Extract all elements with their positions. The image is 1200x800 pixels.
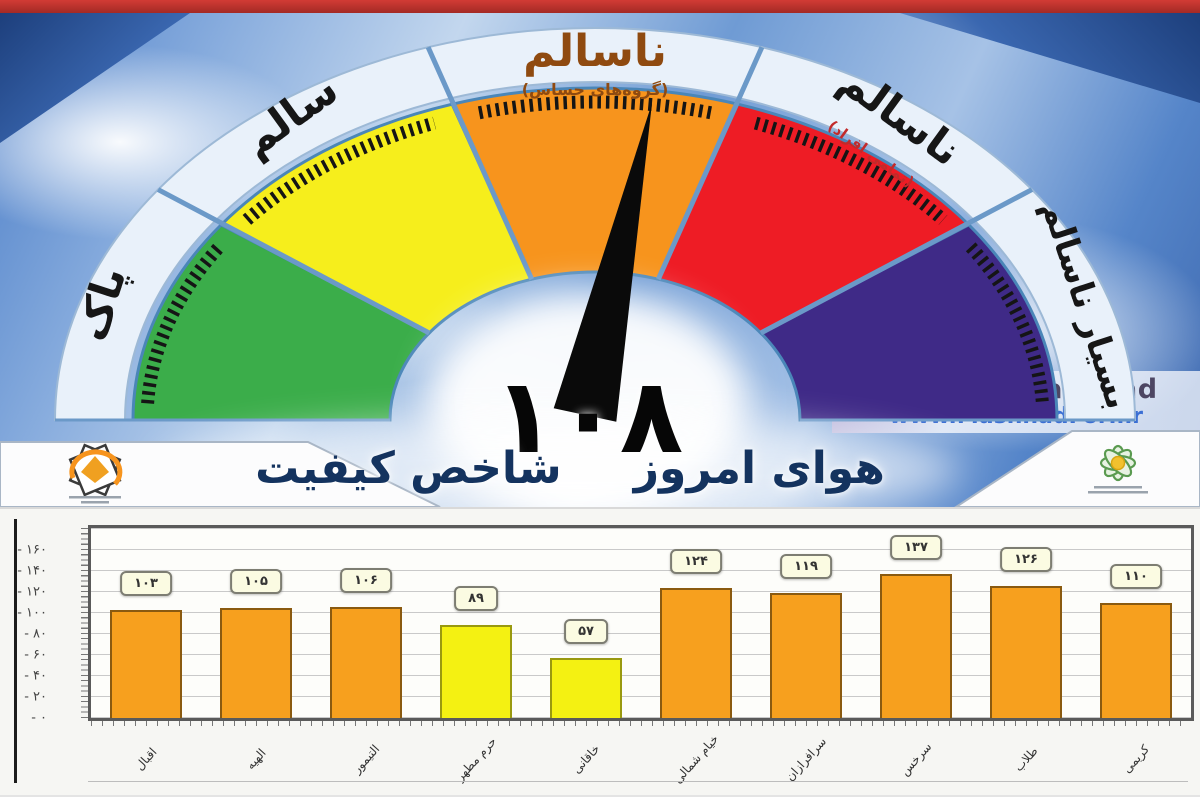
- y-tick-label: ۱۴۰ -: [17, 563, 47, 579]
- bar-slot: ۱۲۶ طلاب: [971, 528, 1081, 774]
- gauge-title: شاخص کیفیت هوای امروز: [230, 443, 910, 494]
- station-name-label: حرم مطهر: [452, 734, 500, 784]
- station-name-label: طلاب: [1011, 743, 1041, 775]
- gauge-segment-healthy: [218, 102, 534, 335]
- bar-slot: ۱۱۰ کریمی: [1081, 528, 1191, 776]
- gauge-title-part2: هوای امروز: [633, 443, 885, 494]
- bar-value-label: ۱۱۹: [780, 554, 832, 580]
- bar-value-label: ۱۰۳: [120, 570, 172, 596]
- bar-slot: ۱۱۹ سرافرازان: [751, 528, 861, 784]
- top-red-strip: [0, 0, 1200, 13]
- gauge-needle: [553, 103, 652, 422]
- aqi-gauge: پاک سالم ناسالم (گروه‌های حساس) ناسالم (…: [53, 26, 1138, 507]
- y-tick-label: ۶۰ -: [24, 647, 47, 663]
- station-name-label: سرخس: [897, 739, 935, 779]
- station-bar: [990, 585, 1062, 718]
- station-bar: [440, 624, 512, 718]
- station-name-label: خیام شمالی: [670, 731, 722, 787]
- station-bar: [220, 607, 292, 718]
- y-tick-label: ۸۰ -: [24, 626, 47, 642]
- bar-value-label: ۱۳۷: [890, 535, 942, 561]
- gauge-label-sensitive: ناسالم: [523, 26, 667, 77]
- gauge-segment-unhealthy: [656, 102, 972, 335]
- bar-value-label: ۱۲۴: [670, 548, 722, 574]
- bar-slot: ۸۹ حرم مطهر: [421, 528, 531, 784]
- station-name-label: خاقانی: [569, 741, 603, 777]
- y-tick-label: ۱۲۰ -: [17, 584, 47, 600]
- gauge-segment-sensitive: [450, 86, 740, 281]
- gauge-tick-arcs: [141, 95, 1049, 404]
- y-tick-label: ۴۰ -: [24, 668, 47, 684]
- y-tick-label: ۲۰ -: [24, 689, 47, 705]
- station-name-label: اقبال: [132, 744, 160, 774]
- gauge-title-part1: شاخص کیفیت: [255, 443, 562, 494]
- aqi-value: ۱۰۸: [493, 355, 683, 477]
- gauge-dividers: [55, 46, 1135, 422]
- y-tick-label: ۰ -: [31, 710, 47, 726]
- right-banner: [954, 430, 1200, 507]
- bar-value-label: ۱۱۰: [1110, 563, 1162, 589]
- gauge-sublabel-sensitive: (گروه‌های حساس): [522, 80, 669, 99]
- mashhad-municipality-logo: [1088, 444, 1148, 494]
- bar-slot: ۱۳۷ سرخس: [861, 528, 971, 778]
- chart-left-rule: [14, 519, 17, 783]
- station-bar: [330, 606, 402, 718]
- gauge-segment-clean: [131, 222, 432, 422]
- y-tick-label: ۱۰۰ -: [17, 605, 47, 621]
- station-name-label: التیمور: [349, 741, 383, 777]
- station-bar: [550, 658, 622, 718]
- station-name-label: کریمی: [1119, 742, 1153, 776]
- station-bar-chart: ۱۰۳ اقبال ۱۰۵ الهیه ۱۰۶ التیمور ۸۹ حرم مطهر ۵۷ خا…: [0, 507, 1200, 797]
- station-name-label: الهیه: [243, 745, 269, 773]
- chart-plot-area: ۱۰۳ اقبال ۱۰۵ الهیه ۱۰۶ التیمور ۸۹ حرم مطهر ۵۷ خا…: [17, 525, 1194, 786]
- left-org-logo: [68, 443, 123, 504]
- x-axis-minor-ticks: [91, 721, 1191, 726]
- station-bar: [110, 609, 182, 718]
- bar-value-label: ۱۲۶: [1000, 546, 1052, 572]
- corner-banners: [0, 430, 1200, 507]
- y-tick-label: ۱۶۰ -: [17, 542, 47, 558]
- bar-slot: ۱۰۳ اقبال: [91, 528, 201, 773]
- station-bar: [1100, 602, 1172, 718]
- bar-slot: ۱۰۶ التیمور: [311, 528, 421, 776]
- bar-value-label: ۱۰۵: [230, 568, 282, 594]
- y-axis-minor-ticks: [81, 528, 88, 718]
- bar-value-label: ۱۰۶: [340, 567, 392, 593]
- bars-container: ۱۰۳ اقبال ۱۰۵ الهیه ۱۰۶ التیمور ۸۹ حرم مطهر ۵۷ خا…: [91, 528, 1191, 786]
- bar-slot: ۵۷ خاقانی: [531, 528, 641, 776]
- station-name-label: سرافرازان: [782, 734, 830, 784]
- chart-bottom-rule: [88, 781, 1188, 782]
- station-bar: [660, 587, 732, 718]
- bar-value-label: ۵۷: [564, 619, 608, 645]
- bar-slot: ۱۰۵ الهیه: [201, 528, 311, 772]
- station-bar: [880, 574, 952, 718]
- bar-slot: ۱۲۴ خیام شمالی: [641, 528, 751, 786]
- gauge-segment-very-unhealthy: [758, 222, 1059, 422]
- bar-value-label: ۸۹: [454, 585, 498, 611]
- station-bar: [770, 593, 842, 718]
